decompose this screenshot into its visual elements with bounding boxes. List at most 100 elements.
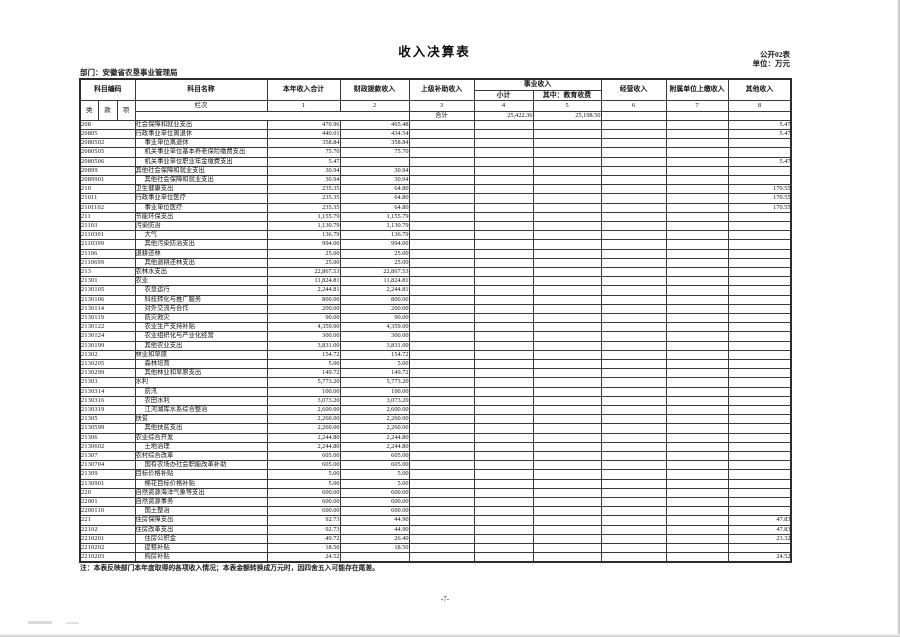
cell-affiliated-income (665, 257, 729, 268)
header-operating-income: 经营收入 (600, 78, 667, 101)
cell-superior-subsidy (408, 552, 475, 563)
cell-other-income (727, 312, 792, 324)
header-fiscal-income: 财政拨款收入 (339, 78, 410, 101)
cell-subject-code: 2130299 (79, 368, 136, 379)
cell-superior-subsidy (408, 230, 475, 241)
cell-affiliated-income (665, 193, 729, 204)
cell-operating-income (600, 414, 667, 425)
cell-business-education-fee (532, 386, 602, 397)
table-row: 2130316 农田水利 3,073.20 3,073.20 (79, 395, 792, 407)
cell-superior-subsidy (408, 340, 475, 351)
cell-subject-code: 2080502 (79, 138, 136, 149)
cell-total-income: 2,244.81 (266, 285, 341, 296)
cell-subject-code: 2110399 (79, 239, 136, 250)
cell-other-income: 5.47 (727, 119, 792, 130)
table-row: 211 节能环保支出 1,155.79 1,155.79 (79, 211, 792, 222)
cell-business-education-fee (532, 552, 602, 563)
cell-other-income (727, 294, 792, 305)
page-number: -7- (440, 595, 450, 603)
cell-total-income: 25.00 (266, 248, 341, 259)
cell-business-subtotal (473, 174, 534, 186)
cell-operating-income (600, 506, 667, 517)
cell-subject-name: 住房公积金 (134, 533, 268, 545)
cell-subject-name: 科技转化与推广服务 (134, 294, 268, 305)
cell-affiliated-income (665, 147, 729, 158)
cell-affiliated-income (665, 174, 729, 186)
table-row: 21309 目标价格补贴 5.00 5.00 (79, 469, 792, 480)
cell-business-education-fee (727, 110, 792, 121)
cell-other-income (727, 414, 792, 425)
cell-superior-subsidy (408, 543, 475, 554)
cell-business-subtotal (473, 202, 534, 213)
cell-subject-name: 其他农业支出 (134, 340, 268, 351)
cell-operating-income (600, 156, 667, 167)
cell-subject-name: 合计 (408, 110, 475, 121)
cell-total-income: 600.00 (266, 487, 341, 499)
cell-operating-income (600, 368, 667, 379)
cell-subject-code: 208 (79, 119, 136, 130)
lanci-label: 栏次 (134, 100, 268, 112)
cell-other-income (727, 469, 792, 480)
table-row: 2130114 对外交流与合作 200.00 200.00 (79, 303, 792, 314)
cell-affiliated-income (665, 441, 729, 453)
table-row: 2210203 购房补贴 24.52 24.52 (79, 552, 792, 563)
cell-business-subtotal (473, 478, 534, 489)
cell-subject-code: 21305 (79, 414, 136, 425)
table-row: 2130901 棉花目标价格补贴 5.00 5.00 (79, 478, 792, 489)
cell-superior-subsidy (408, 358, 475, 370)
cell-subject-code: 2110699 (79, 257, 136, 268)
header-business-subtotal: 小计 (473, 89, 534, 101)
cell-operating-income (600, 331, 667, 342)
table-row: 2110699 其他退耕还林支出 25.00 25.00 (79, 257, 792, 268)
cell-subject-code: 21309 (79, 469, 136, 480)
cell-operating-income (600, 497, 667, 508)
cell-total-income: 92.73 (266, 515, 341, 526)
cell-superior-subsidy (408, 165, 475, 176)
cell-subject-name: 农林水支出 (134, 266, 268, 278)
cell-subject-name: 住房保障支出 (134, 515, 268, 526)
cell-operating-income (600, 230, 667, 241)
cell-business-subtotal (473, 239, 534, 250)
table-row: 2130319 江河湖库水系综合整治 2,600.00 2,600.00 (79, 404, 792, 416)
cell-other-income (727, 386, 792, 397)
cell-business-education-fee (532, 506, 602, 517)
cell-superior-subsidy (408, 174, 475, 186)
cell-fiscal-income: 25.00 (339, 257, 410, 268)
cell-subject-code: 2089901 (79, 174, 136, 186)
cell-subject-name: 农村综合改革 (134, 451, 268, 462)
cell-total-income: 2,260.00 (266, 414, 341, 425)
cell-total-income: 2,600.00 (266, 404, 341, 416)
header-total-income: 本年收入合计 (266, 78, 341, 101)
cell-business-education-fee (532, 230, 602, 241)
cell-business-subtotal (473, 340, 534, 351)
cell-subject-name: 农垦运行 (134, 285, 268, 296)
cell-fiscal-income: 2,244.80 (339, 432, 410, 443)
meta-right: 公开02表 单位：万元 (753, 50, 791, 68)
cell-business-subtotal (473, 497, 534, 508)
cell-business-education-fee (532, 432, 602, 443)
cell-business-education-fee (532, 377, 602, 388)
cell-operating-income (600, 386, 667, 397)
table-row: 21303 水利 5,773.20 5,773.20 (79, 377, 792, 388)
cell-operating-income (600, 533, 667, 545)
cell-affiliated-income (665, 506, 729, 517)
cell-affiliated-income (665, 487, 729, 499)
cell-subject-code: 2110301 (79, 230, 136, 241)
table-row: 2210202 提租补贴 18.50 18.50 (79, 543, 792, 554)
cell-operating-income (600, 239, 667, 250)
cell-affiliated-income (665, 377, 729, 388)
cell-affiliated-income (665, 469, 729, 480)
cell-other-income (727, 276, 792, 287)
cell-total-income: 800.00 (266, 294, 341, 305)
cell-subject-name: 防汛 (134, 386, 268, 397)
cell-fiscal-income: 136.79 (339, 230, 410, 241)
table-body: 类 款 项 栏次 1 2 3 4 5 6 7 8 合计 25,422.36 25… (79, 100, 792, 563)
cell-operating-income (600, 165, 667, 176)
cell-subject-name: 国有农场办社会职能改革补助 (134, 460, 268, 471)
cell-other-income (727, 285, 792, 296)
cell-business-subtotal (473, 451, 534, 462)
cell-subject-name: 农业 (134, 276, 268, 287)
cell-business-education-fee (532, 533, 602, 545)
cell-business-subtotal (473, 460, 534, 471)
cell-fiscal-income: 300.00 (339, 331, 410, 342)
